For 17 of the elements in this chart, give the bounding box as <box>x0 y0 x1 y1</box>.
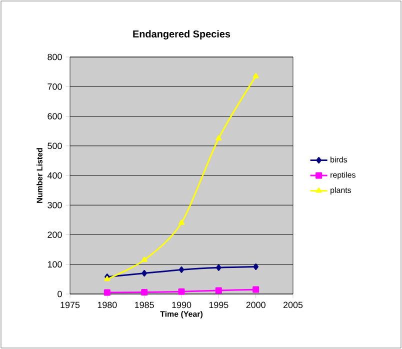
chart-title: Endangered Species <box>133 30 230 40</box>
y-tick-label: 300 <box>48 202 62 208</box>
y-tick-label: 500 <box>48 142 62 150</box>
y-tick-label: 100 <box>48 261 62 268</box>
x-tick-label: 2000 <box>246 302 266 308</box>
y-tick-label: 700 <box>48 83 62 90</box>
y-tick-label: 400 <box>47 172 62 179</box>
y-tick-label: 0 <box>58 290 62 298</box>
x-tick-label: 1995 <box>209 302 228 308</box>
y-tick-label: 600 <box>48 113 62 120</box>
y-tick-label: 200 <box>48 232 62 238</box>
x-tick-label: 1990 <box>172 302 192 308</box>
x-tick-label: 1975 <box>60 302 80 308</box>
x-tick-label: 1980 <box>98 302 117 308</box>
y-tick-label: 800 <box>48 54 62 60</box>
x-tick-label: 1985 <box>135 302 154 308</box>
x-tick-label: 2005 <box>283 302 303 308</box>
